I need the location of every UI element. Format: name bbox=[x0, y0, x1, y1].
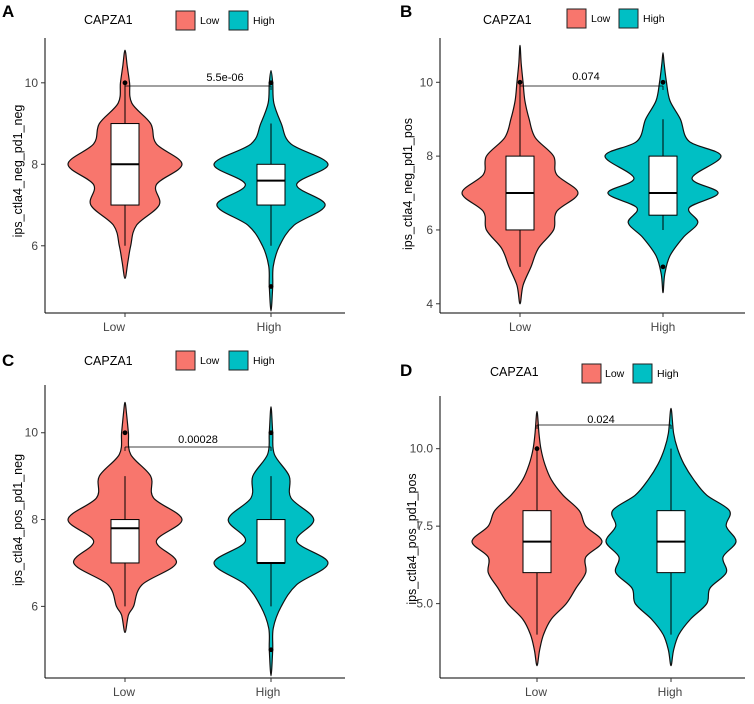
y-tick-label: 5.0 bbox=[416, 597, 433, 611]
outlier-point bbox=[517, 79, 523, 85]
p-value-label: 0.024 bbox=[587, 414, 615, 426]
outlier-point bbox=[122, 80, 128, 86]
y-tick-label: 10 bbox=[25, 426, 39, 440]
outlier-point bbox=[268, 647, 274, 653]
y-tick-label: 10 bbox=[420, 75, 434, 89]
panel-d: D CAPZA1 Low High ips_ctla4_pos_pd1_pos … bbox=[400, 361, 745, 699]
y-axis-title: ips_ctla4_neg_pd1_pos bbox=[401, 118, 415, 250]
panel-letter: D bbox=[400, 361, 412, 380]
legend-swatch-high bbox=[228, 350, 249, 371]
legend-swatch-low bbox=[566, 8, 587, 29]
legend-swatch-high bbox=[228, 10, 249, 31]
y-tick-label: 8 bbox=[31, 513, 38, 527]
x-tick-label-high: High bbox=[256, 685, 281, 699]
y-axis-title: ips_ctla4_pos_pd1_neg bbox=[11, 454, 25, 586]
box-high bbox=[648, 155, 678, 216]
y-tick-label: 4 bbox=[426, 297, 433, 311]
panel-c: C CAPZA1 Low High ips_ctla4_pos_pd1_neg … bbox=[2, 350, 345, 699]
x-tick-label-low: Low bbox=[103, 320, 125, 334]
x-tick-label-high: High bbox=[658, 685, 683, 699]
outlier-point bbox=[268, 284, 274, 289]
outlier-point bbox=[660, 264, 666, 270]
legend-swatch-high bbox=[618, 8, 639, 29]
y-axis-title: ips_ctla4_pos_pd1_pos bbox=[405, 473, 419, 604]
legend: CAPZA1 Low High bbox=[483, 8, 665, 29]
p-value-label: 0.074 bbox=[572, 71, 600, 83]
p-value-label: 5.5e-06 bbox=[206, 72, 243, 84]
legend-swatch-low bbox=[175, 10, 196, 31]
y-axis-title: ips_ctla4_neg_pd1_neg bbox=[11, 105, 25, 238]
legend: CAPZA1 Low High bbox=[84, 350, 275, 371]
x-tick-label-low: Low bbox=[509, 320, 531, 334]
box-high bbox=[256, 519, 286, 564]
plot-area: 6 8 10 bbox=[25, 385, 345, 682]
x-tick-label-low: Low bbox=[525, 685, 547, 699]
outlier-point bbox=[268, 80, 274, 86]
box-low bbox=[110, 519, 140, 564]
legend-title: CAPZA1 bbox=[483, 13, 532, 27]
plot-area: 4 6 8 10 bbox=[420, 38, 745, 317]
x-tick-label-low: Low bbox=[113, 685, 135, 699]
x-tick-label-high: High bbox=[257, 320, 282, 334]
legend: CAPZA1 Low High bbox=[490, 363, 679, 384]
outlier-point bbox=[534, 446, 540, 452]
legend-label-low: Low bbox=[200, 15, 220, 27]
plot-area: 6 8 10 bbox=[25, 38, 345, 317]
x-tick-label-high: High bbox=[651, 320, 676, 334]
panel-letter: B bbox=[400, 2, 412, 21]
legend-label-high: High bbox=[253, 15, 275, 27]
legend-title: CAPZA1 bbox=[84, 13, 133, 27]
legend-label-low: Low bbox=[605, 368, 625, 380]
outlier-point bbox=[122, 430, 128, 436]
legend-swatch-high bbox=[632, 363, 653, 384]
outlier-point bbox=[660, 79, 666, 85]
box-high bbox=[256, 163, 286, 206]
y-tick-label: 8 bbox=[426, 149, 433, 163]
legend-swatch-low bbox=[175, 350, 196, 371]
legend-label-low: Low bbox=[591, 13, 611, 25]
panel-letter: C bbox=[2, 351, 14, 370]
panel-a: A CAPZA1 Low High ips_ctla4_neg_pd1_neg … bbox=[2, 2, 345, 334]
y-tick-label: 10 bbox=[25, 76, 39, 90]
y-tick-label: 7.5 bbox=[416, 519, 433, 533]
panel-b: B CAPZA1 Low High ips_ctla4_neg_pd1_pos … bbox=[400, 2, 745, 334]
y-tick-label: 6 bbox=[426, 223, 433, 237]
panel-letter: A bbox=[2, 2, 14, 21]
y-tick-label: 6 bbox=[31, 599, 38, 613]
p-value-label: 0.00028 bbox=[178, 434, 218, 446]
plot-area: 5.0 7.5 10.0 bbox=[410, 396, 745, 682]
legend-label-low: Low bbox=[200, 355, 220, 367]
outlier-point bbox=[268, 430, 274, 436]
legend-title: CAPZA1 bbox=[490, 365, 539, 379]
legend-label-high: High bbox=[253, 355, 275, 367]
y-tick-label: 8 bbox=[31, 157, 38, 171]
legend-title: CAPZA1 bbox=[84, 354, 133, 368]
legend-swatch-low bbox=[581, 363, 602, 384]
legend: CAPZA1 Low High bbox=[84, 10, 275, 31]
legend-label-high: High bbox=[657, 368, 679, 380]
y-tick-label: 6 bbox=[31, 239, 38, 253]
legend-label-high: High bbox=[643, 13, 665, 25]
y-tick-label: 10.0 bbox=[410, 442, 434, 456]
